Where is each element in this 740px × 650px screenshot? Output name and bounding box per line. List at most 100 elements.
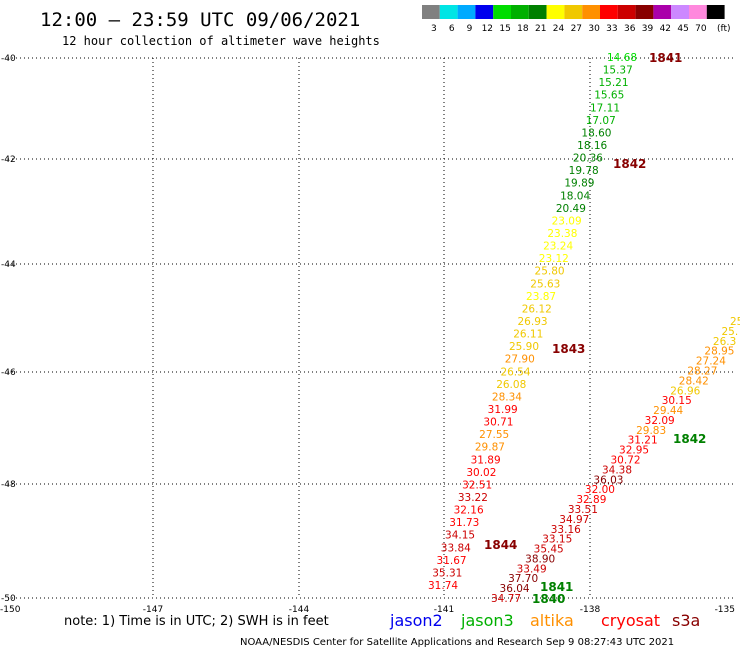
- legend-swatch: [564, 5, 583, 19]
- legend-label: 42: [660, 24, 671, 34]
- wave-height-value: 26.96: [670, 385, 700, 397]
- legend-label: 27: [571, 24, 582, 34]
- legend-label: 24: [553, 24, 565, 34]
- legend-swatch: [617, 5, 636, 19]
- pass-number-label: 1842: [673, 432, 706, 446]
- satellite-jason2: jason2: [389, 611, 443, 630]
- legend-swatch: [546, 5, 565, 19]
- wave-height-value: 32.09: [645, 415, 675, 427]
- legend-swatch: [457, 5, 476, 19]
- wave-height-value: 30.72: [611, 455, 641, 467]
- wave-height-value: 28.27: [687, 365, 717, 377]
- legend-label: 9: [467, 24, 473, 34]
- footer-credit: NOAA/NESDIS Center for Satellite Applica…: [240, 637, 674, 648]
- wave-height-value: 15.65: [594, 90, 624, 102]
- wave-height-value: 28.42: [679, 375, 709, 387]
- wave-height-value: 33.16: [551, 524, 581, 536]
- legend-label: 39: [642, 24, 654, 34]
- latitude-labels: -40 -42 -44 -46 -48 -50: [1, 54, 16, 604]
- legend-label: 33: [606, 24, 617, 34]
- satellite-altika: altika: [530, 611, 574, 630]
- wave-height-value: 32.16: [454, 505, 484, 517]
- pass-number-label: 1841: [649, 51, 682, 65]
- wave-height-value: 36.03: [593, 474, 623, 486]
- legend-label: 36: [624, 24, 636, 34]
- legend-label: 45: [677, 24, 688, 34]
- lon-label: -141: [434, 605, 454, 615]
- pass-number-label: 1843: [552, 342, 585, 356]
- lon-label: -150: [0, 605, 21, 615]
- satellite-jason3: jason3: [460, 611, 514, 630]
- legend-swatch: [528, 5, 547, 19]
- wave-height-value: 29.87: [475, 442, 505, 454]
- wave-height-value: 25.90: [509, 341, 539, 353]
- map-title: 12:00 – 23:59 UTC 09/06/2021: [40, 9, 360, 31]
- legend-swatch: [475, 5, 494, 19]
- legend-label: 18: [517, 24, 529, 34]
- wave-height-value: 20.36: [573, 153, 603, 165]
- wave-height-value: 32.89: [576, 494, 606, 506]
- wave-height-value: 25.: [730, 316, 740, 328]
- wave-height-value: 33.15: [542, 534, 572, 546]
- wave-height-value: 33.51: [568, 504, 598, 516]
- legend-label: 3: [431, 24, 437, 34]
- wave-height-value: 17.11: [590, 102, 620, 114]
- pass-number-label: 1842: [613, 157, 646, 171]
- satellite-s3a: s3a: [672, 611, 700, 630]
- wave-height-value: 27.24: [696, 356, 726, 368]
- legend-swatch: [422, 5, 440, 19]
- legend-swatch: [689, 5, 707, 19]
- graticule: [8, 57, 735, 599]
- legend-label: 6: [449, 24, 455, 34]
- lat-label: -48: [1, 480, 16, 490]
- wave-height-value: 34.77: [491, 593, 521, 605]
- lon-label: -147: [143, 605, 163, 615]
- wave-height-value: 23.09: [552, 215, 582, 227]
- wave-height-value: 31.99: [488, 404, 518, 416]
- wave-height-value: 33.22: [458, 492, 488, 504]
- wave-height-value: 31.89: [471, 454, 501, 466]
- note-text: note: 1) Time is in UTC; 2) SWH is in fe…: [64, 614, 329, 629]
- wave-height-value: 37.70: [508, 573, 538, 585]
- wave-height-value: 19.89: [564, 178, 594, 190]
- longitude-labels: -150 -147 -144 -141 -138 -135: [0, 605, 735, 615]
- wave-height-value: 35.45: [534, 544, 564, 556]
- altimeter-track-b: 25.25.26.328.9527.2428.2728.4226.9630.15…: [491, 316, 740, 605]
- wave-height-value: 31.67: [437, 555, 467, 567]
- wave-height-value: 17.07: [586, 115, 616, 127]
- lon-label: -135: [715, 605, 735, 615]
- lat-label: -44: [1, 260, 16, 270]
- wave-height-value: 36.04: [500, 583, 530, 595]
- wave-height-value: 32.00: [585, 484, 615, 496]
- legend-swatch: [439, 5, 458, 19]
- lat-label: -46: [1, 368, 16, 378]
- legend-label: 12: [482, 24, 493, 34]
- wave-height-value: 26.11: [513, 329, 543, 341]
- wave-height-value: 33.84: [441, 542, 471, 554]
- satellite-cryosat: cryosat: [601, 611, 660, 630]
- wave-height-value: 29.83: [636, 425, 666, 437]
- wave-height-value: 27.55: [479, 429, 509, 441]
- wave-height-value: 38.90: [525, 553, 555, 565]
- wave-height-value: 25.: [721, 326, 738, 338]
- pass-number-label: 1841: [540, 580, 573, 594]
- wave-height-value: 31.21: [628, 435, 658, 447]
- legend-label: 30: [588, 24, 600, 34]
- wave-height-value: 23.87: [526, 291, 556, 303]
- wave-height-value: 23.12: [539, 253, 569, 265]
- pass-number-label: 1844: [484, 538, 517, 552]
- legend-swatch: [493, 5, 511, 19]
- wave-height-value: 14.68: [607, 52, 637, 64]
- wave-height-value: 15.21: [598, 77, 628, 89]
- wave-height-value: 26.3: [713, 336, 736, 348]
- legend-label: 15: [499, 24, 510, 34]
- legend-label: 21: [535, 24, 546, 34]
- wave-height-value: 34.38: [602, 464, 632, 476]
- wave-height-value: 31.73: [449, 517, 479, 529]
- legend-swatch: [582, 5, 600, 19]
- wave-height-value: 26.93: [518, 316, 548, 328]
- lat-label: -42: [1, 155, 16, 165]
- wave-height-value: 18.16: [577, 140, 607, 152]
- wave-height-value: 23.38: [547, 228, 577, 240]
- wave-height-value: 33.49: [517, 563, 547, 575]
